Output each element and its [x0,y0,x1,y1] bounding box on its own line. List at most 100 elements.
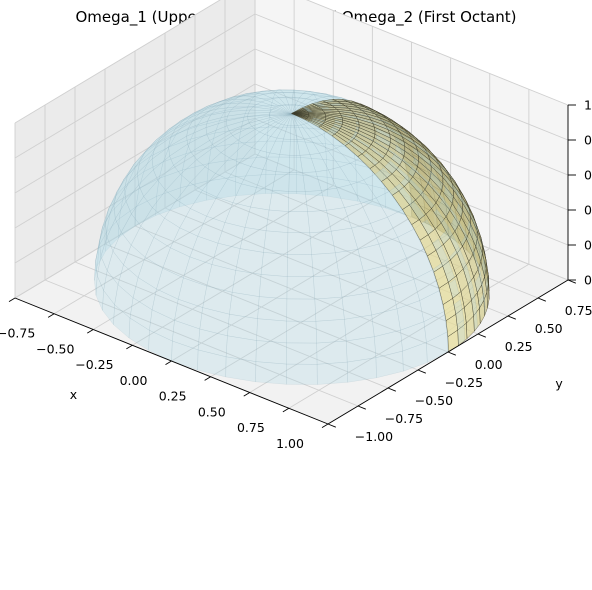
hemisphere-face [113,188,127,220]
hemisphere-face [336,144,360,164]
hemisphere-face [137,256,163,290]
hemisphere-face [139,138,161,162]
x-tick [282,407,290,413]
hemisphere-face [291,113,305,126]
hemisphere-face [278,96,289,105]
hemisphere-face [196,146,222,168]
hemisphere-face [127,150,147,177]
hemisphere-face [182,147,212,171]
hemisphere-face [326,159,358,183]
hemisphere-face [135,178,160,208]
hemisphere-face [99,209,109,242]
hemisphere-face [238,91,262,97]
hemisphere-face [335,249,364,276]
hemisphere-face [250,150,271,170]
hemisphere-face [336,184,362,208]
hemisphere-face [303,138,320,155]
hemisphere-face [122,171,145,201]
hemisphere-face [144,237,171,269]
hemisphere-face [205,115,228,128]
hemisphere-face [309,231,336,255]
hemisphere-face [162,247,191,279]
hemisphere-face [150,133,177,157]
hemisphere-face [238,126,269,144]
y-tick-label: 0.75 [565,303,592,318]
z-tick-label: 0.6 [584,168,592,183]
hemisphere-face [291,113,299,126]
hemisphere-face [132,277,157,311]
surfaces [94,89,490,385]
hemisphere-face [319,150,341,171]
hemisphere-face [135,142,160,168]
hemisphere-face [249,106,273,112]
hemisphere-face [280,113,292,126]
hemisphere-face [367,286,398,316]
hemisphere-face [351,223,380,250]
hemisphere-face [138,169,158,197]
hemisphere-face [128,317,150,351]
hemisphere-face [137,158,154,186]
hemisphere-face [115,200,132,233]
hemisphere-face [169,113,196,131]
hemisphere-face [270,124,285,139]
hemisphere-face [105,218,120,252]
hemisphere-face [202,285,233,315]
hemisphere-face [291,104,300,115]
hemisphere-face [266,140,297,158]
hemisphere-face [206,158,237,182]
hemisphere-face [356,181,386,209]
hemisphere-face [225,335,257,362]
hemisphere-face [287,113,292,126]
hemisphere-face [265,209,289,233]
hemisphere-face [262,92,280,99]
hemisphere-face [239,99,262,105]
hemisphere-face [156,268,184,300]
hemisphere-face [402,342,428,372]
hemisphere-face [344,203,371,229]
x-tick [8,297,16,302]
hemisphere-face [95,241,102,276]
hemisphere-face [232,183,257,208]
hemisphere-face [155,187,181,216]
hemisphere-face [294,125,305,140]
hemisphere-face [217,222,246,249]
hemisphere-face [131,225,155,258]
hemisphere-face [344,314,375,342]
hemisphere-face [346,336,377,363]
hemisphere-face [239,147,261,167]
hemisphere-face [159,120,184,139]
grid-line-z-left [14,0,221,124]
hemisphere-face [316,134,337,152]
hemisphere-face [294,92,318,100]
hemisphere-face [347,357,377,383]
hemisphere-face [187,133,210,153]
hemisphere-face [237,129,260,145]
hemisphere-face [158,122,186,143]
hemisphere-face [286,276,315,300]
hemisphere-face [250,187,273,211]
grid-line-z-back [254,48,569,176]
x-tick [165,360,172,365]
hemisphere-face [209,130,233,147]
hemisphere-face [363,265,393,294]
hemisphere-face [363,174,390,199]
hemisphere-face [186,127,207,145]
hemisphere-face [269,137,284,155]
hemisphere-face [215,157,240,180]
hemisphere-face [328,147,351,168]
hemisphere-face [286,363,318,385]
x-tick [47,313,55,318]
hemisphere-face [206,264,236,293]
hemisphere-face [129,297,153,331]
hemisphere-face [179,180,208,207]
hemisphere-face [291,113,310,124]
hemisphere-face [105,204,116,238]
hemisphere-face [302,90,321,95]
grid-line-z-left [14,48,256,194]
hemisphere-face [112,231,132,266]
hemisphere-face [251,118,274,130]
hemisphere-face [387,209,415,238]
y-axis-label: y [555,376,563,391]
hemisphere-face [229,292,260,319]
